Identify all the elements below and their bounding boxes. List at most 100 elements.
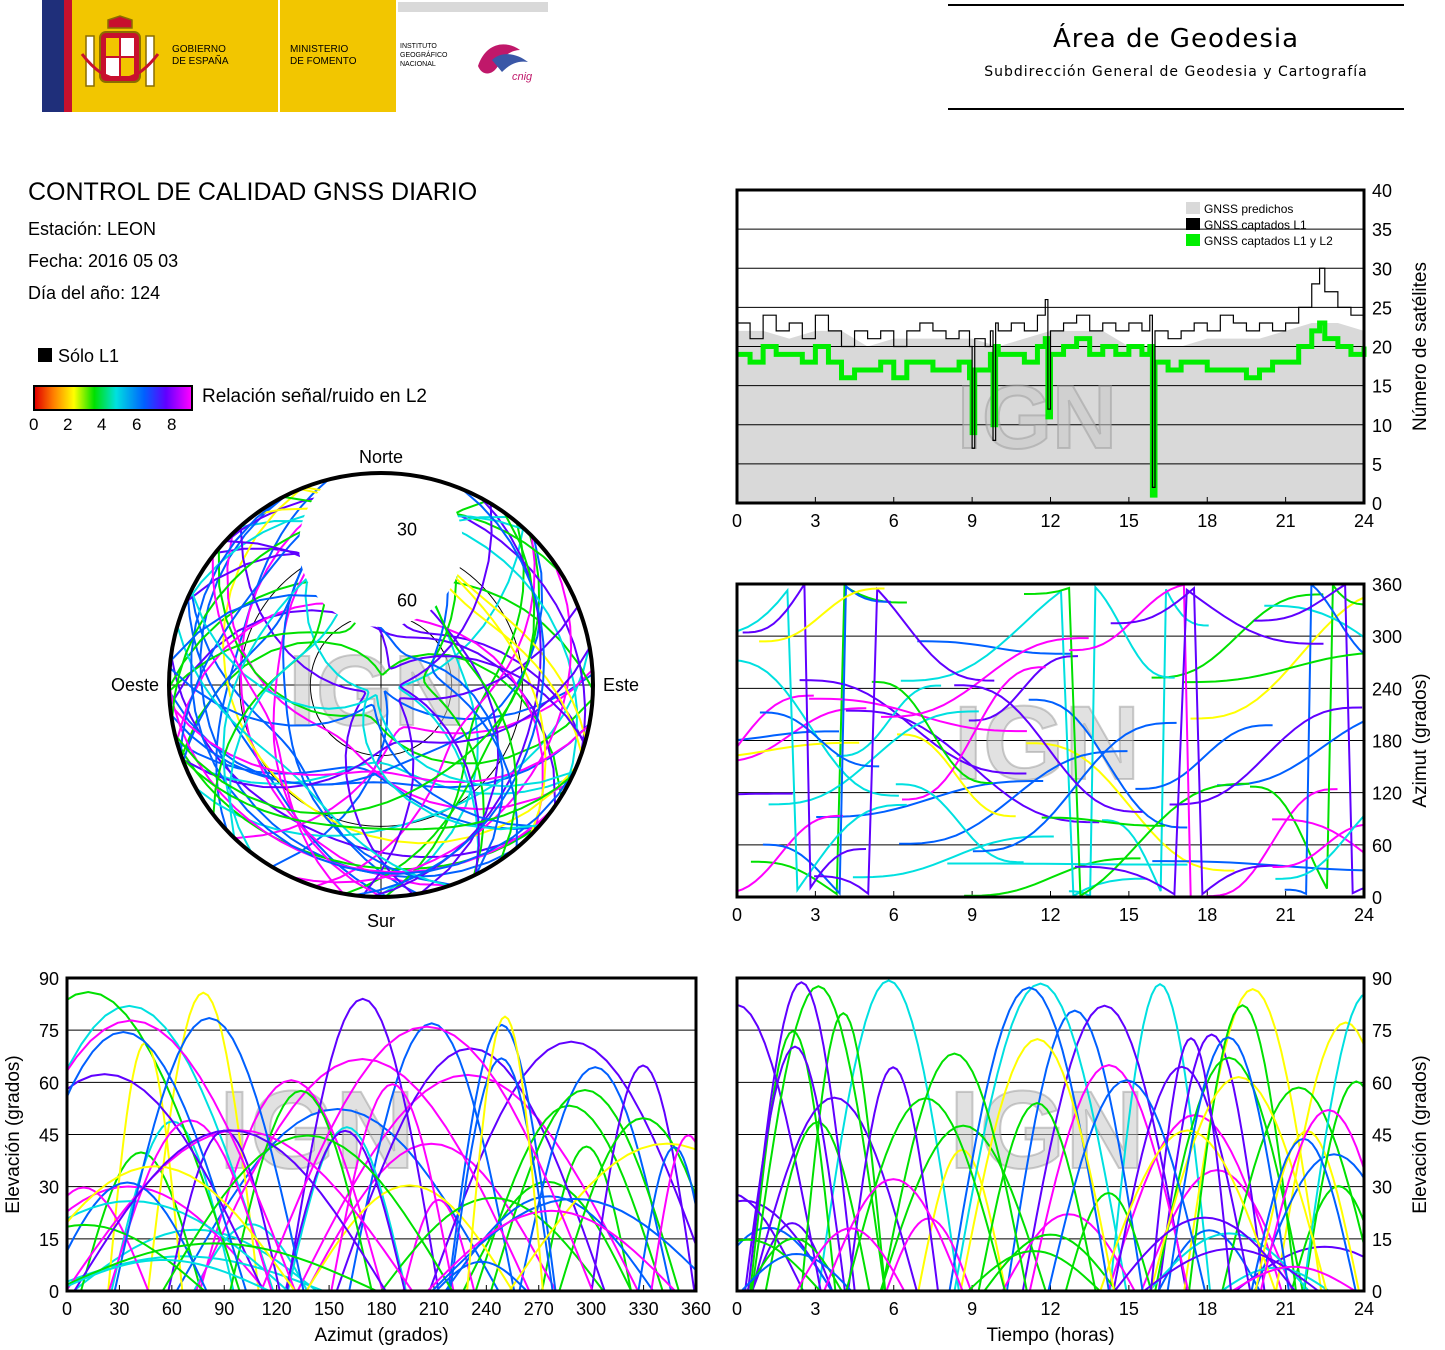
x-tick-label: 3 (810, 905, 820, 925)
y-tick-label: 30 (39, 1178, 59, 1198)
west-label: Oeste (111, 675, 159, 695)
header-rule-top (948, 4, 1404, 6)
l1-swatch (38, 348, 52, 362)
x-tick-label: 180 (366, 1299, 396, 1319)
ign-line-2: GEOGRÁFICO (400, 52, 448, 59)
elev-time-track (1005, 1009, 1144, 1291)
elev-time-track (1154, 1056, 1304, 1291)
x-tick-label: 0 (732, 511, 742, 531)
elev-az-tracks (67, 990, 696, 1291)
azimuth-track (1190, 596, 1364, 720)
spain-flag-stripe (64, 0, 72, 112)
gobierno-text: GOBIERNO DE ESPAÑA (172, 44, 229, 68)
elev-az-track (161, 1134, 454, 1291)
elev-az-track (637, 1146, 696, 1291)
y-tick-label: 15 (1372, 377, 1392, 397)
elev-az-track (590, 1064, 696, 1291)
y-axis-label: Número de satélites (1410, 262, 1431, 431)
elev-az-track (72, 1228, 318, 1291)
satellite-track (271, 673, 594, 868)
x-tick-label: 270 (524, 1299, 554, 1319)
elev-time-track (977, 1102, 1097, 1291)
snr-label: Relación señal/ruido en L2 (202, 386, 427, 407)
ign-line-1: INSTITUTO (400, 43, 437, 50)
ign-watermark: IGN (957, 368, 1117, 468)
azimuth-track (897, 733, 1016, 818)
north-gap (299, 463, 463, 627)
elev-time-track (751, 1222, 834, 1291)
azimuth-track (759, 587, 885, 643)
ministerio-line-1: MINISTERIO (290, 44, 349, 55)
elev-time-track (750, 1096, 918, 1291)
elev-time-track (847, 1066, 939, 1291)
elev-time-track (983, 1233, 1118, 1291)
azimuth-track (1135, 724, 1273, 790)
azimuth-track (1253, 584, 1364, 895)
elevation-time-chart: 0 15 30 45 60 75 90 0 3 6 9 12 15 18 21 24 Elevación (gr… (732, 969, 1431, 1346)
gobierno-line-1: GOBIERNO (172, 44, 226, 55)
ministerio-line-2: DE FOMENTO (290, 56, 357, 67)
x-tick-label: 0 (732, 905, 742, 925)
elev-time-track (737, 1238, 821, 1291)
elev-time-track (967, 1250, 1101, 1291)
elev-time-track (880, 1052, 1028, 1291)
y-tick-label: 0 (49, 1282, 59, 1302)
elev-az-track (449, 1057, 554, 1291)
elev-time-track (1157, 1033, 1266, 1291)
x-tick-label: 240 (471, 1299, 501, 1319)
elev-time-track (1021, 1004, 1188, 1291)
x-tick-label: 12 (1040, 905, 1060, 925)
elev-az-track (67, 1223, 206, 1291)
elevation-azimuth-chart: 0 15 30 45 60 75 90 0 30 60 90 120 150 180 210 240 270 30… (3, 969, 711, 1346)
gobierno-logo: GOBIERNO DE ESPAÑA (42, 0, 278, 112)
y-tick-label: 30 (1372, 259, 1392, 279)
elev-time-track (1099, 1129, 1277, 1291)
azimuth-track (972, 721, 1177, 853)
elev-az-track (80, 1151, 202, 1291)
elev-time-track (1188, 1004, 1297, 1291)
elev-az-track (490, 1088, 680, 1291)
satellite-track (169, 594, 504, 875)
elev-time-track (1166, 1036, 1290, 1291)
azimuth-track (737, 694, 814, 749)
gobierno-line-2: DE ESPAÑA (172, 56, 229, 67)
azimuth-track (1074, 587, 1324, 897)
elev-time-track (750, 985, 886, 1291)
legend-swatch (1186, 234, 1200, 246)
satellite-track (239, 526, 414, 896)
elev-time-track (740, 1252, 853, 1291)
legend-label: GNSS predichos (1204, 202, 1293, 216)
satellite-track (180, 640, 563, 797)
y-tick-label: 0 (1372, 888, 1382, 908)
elev-az-track (435, 1260, 528, 1291)
elev-az-track (73, 1129, 387, 1291)
elev-az-track (286, 1126, 407, 1291)
x-tick-label: 24 (1354, 511, 1374, 531)
sat-count-chart: 0 5 10 15 20 25 30 35 40 0 3 6 9 12 15 18 21 24 Número de … (732, 181, 1431, 531)
x-tick-label: 21 (1276, 511, 1296, 531)
y-tick-label: 300 (1372, 627, 1402, 647)
azimuth-track (1068, 584, 1175, 897)
ign-text: INSTITUTO GEOGRÁFICO NACIONAL (400, 42, 447, 69)
y-tick-label: 45 (39, 1126, 59, 1146)
satellite-track (361, 605, 579, 897)
elev-az-track (296, 1073, 639, 1291)
azimuth-track (1249, 584, 1364, 890)
elev-time-track (764, 1121, 871, 1291)
l1-only-legend: Sólo L1 (38, 346, 119, 367)
azimuth-track (737, 730, 839, 742)
y-tick-label: 40 (1372, 181, 1392, 201)
y-tick-label: 240 (1372, 679, 1402, 699)
ign-watermark: IGN (288, 635, 466, 747)
ministerio-logo: MINISTERIO DE FOMENTO (280, 0, 396, 112)
azimuth-track (900, 589, 1148, 897)
azimuth-track (1206, 788, 1338, 897)
azimuth-track (814, 586, 995, 896)
y-tick-label: 60 (1372, 836, 1392, 856)
elev-time-track (1302, 993, 1364, 1291)
y-tick-label: 75 (39, 1021, 59, 1041)
elev-az-track (229, 1089, 373, 1291)
azimuth-track (836, 684, 942, 757)
elev-time-track (737, 1193, 805, 1291)
ign-top-bar (398, 2, 548, 12)
